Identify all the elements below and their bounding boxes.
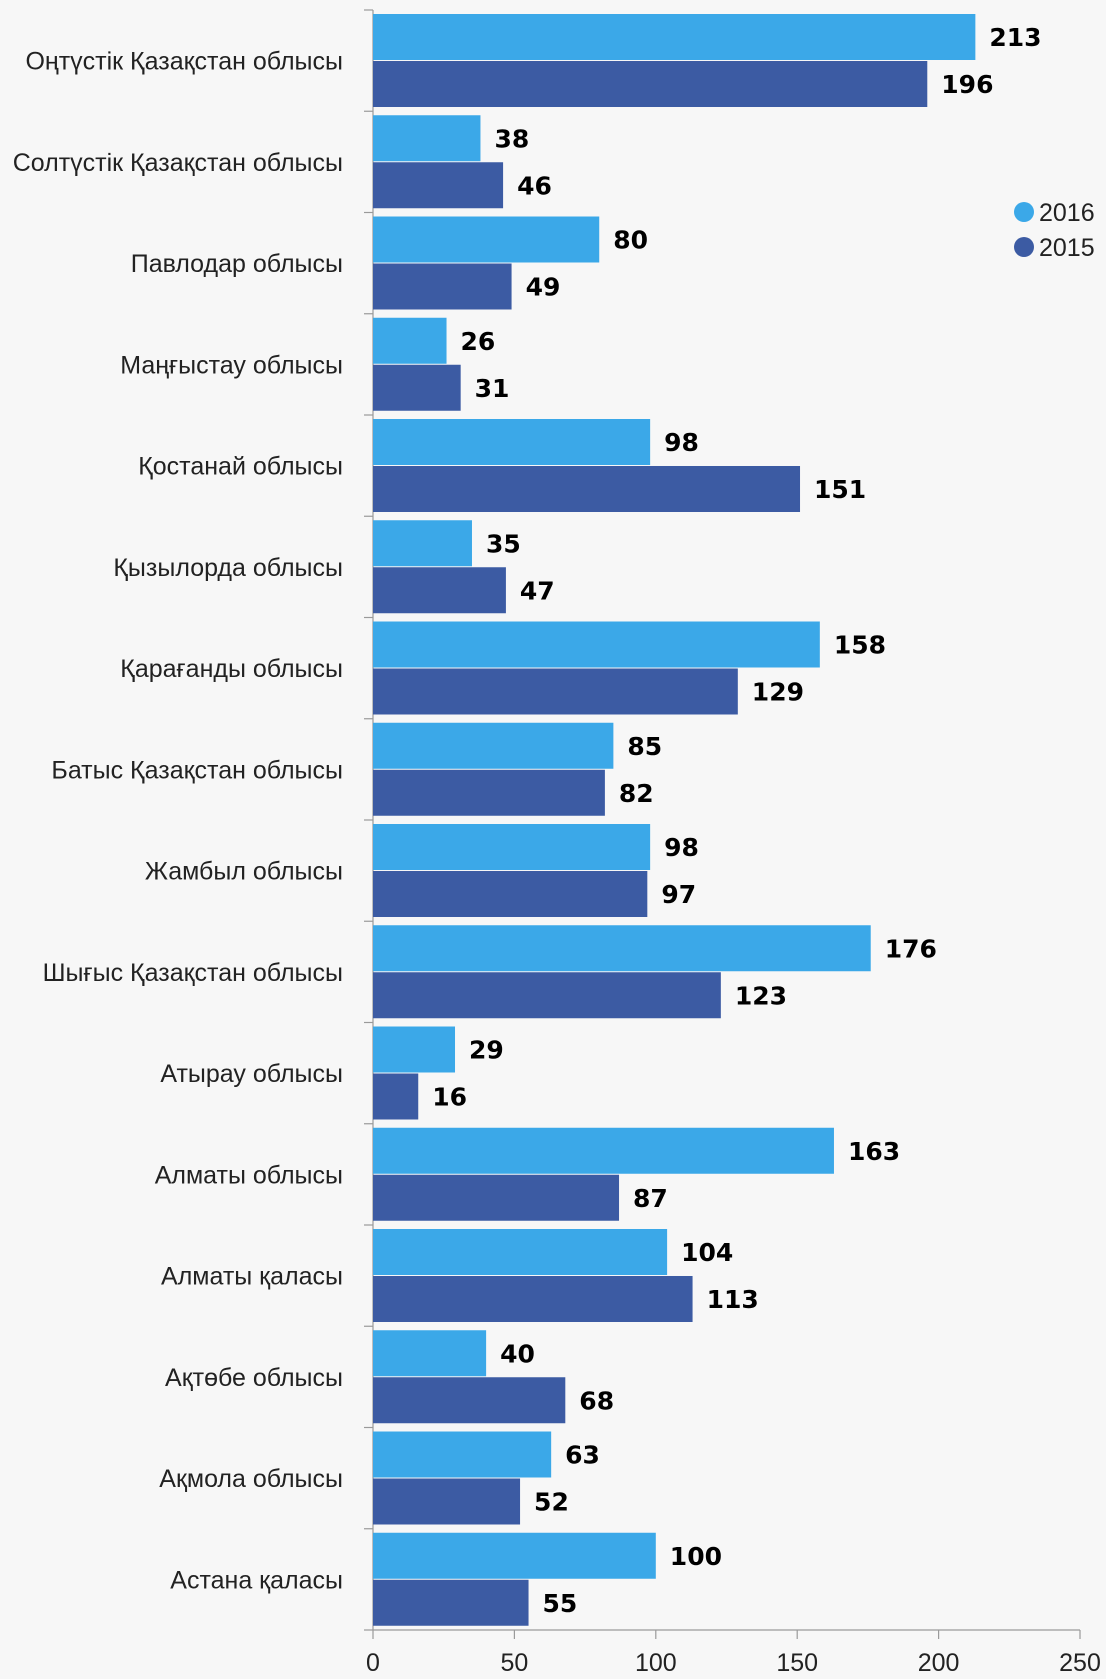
data-label-2015: 52	[534, 1488, 569, 1517]
bar-2016	[373, 520, 472, 567]
x-tick-label: 0	[366, 1649, 380, 1677]
bar-2016	[373, 925, 871, 972]
data-label-2015: 16	[432, 1083, 467, 1112]
bar-2016	[373, 1431, 552, 1478]
bar-2015	[373, 263, 512, 310]
bar-2015	[373, 871, 648, 917]
data-label-2016: 100	[670, 1542, 722, 1571]
category-label: Жамбыл облысы	[145, 858, 343, 886]
legend-marker-2015	[1014, 237, 1034, 257]
bar-2015	[373, 61, 928, 107]
category-label: Астана қаласы	[170, 1566, 343, 1594]
bar-2015	[373, 769, 605, 816]
bar-2016	[373, 1026, 456, 1073]
bar-2015	[373, 162, 504, 209]
x-tick-label: 50	[500, 1649, 528, 1677]
bar-2015	[373, 1276, 693, 1322]
data-label-2016: 176	[885, 934, 937, 963]
bar-2016	[373, 824, 651, 870]
data-label-2015: 46	[517, 171, 552, 200]
category-label: Шығыс Қазақстан облысы	[43, 959, 343, 987]
bar-2016	[373, 419, 651, 465]
x-tick-label: 250	[1059, 1649, 1101, 1677]
x-tick-label: 150	[776, 1649, 818, 1677]
category-label: Ақмола облысы	[159, 1465, 343, 1493]
bar-2015	[373, 1377, 566, 1424]
x-tick-label: 200	[918, 1649, 960, 1677]
bar-2015	[373, 567, 506, 614]
data-label-2015: 129	[752, 678, 804, 707]
data-label-2016: 40	[500, 1339, 535, 1368]
bar-2016	[373, 1229, 668, 1275]
data-label-2015: 113	[707, 1285, 759, 1314]
category-label: Қарағанды облысы	[120, 655, 343, 683]
data-label-2015: 55	[543, 1589, 578, 1618]
bar-2015	[373, 1579, 529, 1626]
data-label-2016: 85	[627, 732, 662, 761]
data-label-2015: 49	[526, 273, 561, 302]
data-label-2016: 98	[664, 833, 699, 862]
data-label-2015: 82	[619, 779, 654, 808]
bar-2016	[373, 115, 481, 162]
data-label-2016: 213	[989, 23, 1041, 52]
data-label-2016: 29	[469, 1036, 504, 1065]
bar-2016	[373, 317, 447, 364]
data-label-2015: 151	[814, 475, 866, 504]
category-label: Қостанай облысы	[138, 453, 343, 481]
bar-2015	[373, 1174, 620, 1221]
bar-2016	[373, 14, 976, 60]
bar-2016	[373, 1127, 834, 1174]
bar-2015	[373, 1073, 419, 1120]
data-label-2015: 123	[735, 981, 787, 1010]
bar-2016	[373, 1532, 656, 1579]
data-label-2016: 63	[565, 1441, 600, 1470]
data-label-2015: 47	[520, 576, 555, 605]
category-label: Павлодар облысы	[131, 250, 343, 278]
bar-2016	[373, 216, 600, 263]
category-label: Алматы қаласы	[161, 1263, 343, 1291]
category-label: Батыс Қазақстан облысы	[51, 756, 343, 784]
data-label-2016: 35	[486, 529, 521, 558]
category-label: Қызылорда облысы	[113, 554, 343, 582]
data-label-2016: 158	[834, 631, 886, 660]
legend-marker-2016	[1014, 202, 1034, 222]
data-label-2016: 104	[681, 1238, 733, 1267]
data-label-2015: 87	[633, 1184, 668, 1213]
legend-label-2016: 2016	[1039, 199, 1095, 227]
bar-2015	[373, 466, 801, 512]
bar-2016	[373, 621, 820, 668]
category-label: Ақтөбе облысы	[165, 1364, 343, 1392]
bar-2016	[373, 1330, 487, 1377]
bar-2015	[373, 1478, 521, 1525]
bar-2015	[373, 972, 721, 1019]
data-label-2015: 31	[475, 374, 510, 403]
data-label-2016: 163	[848, 1137, 900, 1166]
category-label: Алматы облысы	[155, 1161, 343, 1189]
data-label-2015: 97	[661, 880, 696, 909]
bar-2016	[373, 722, 614, 769]
legend-label-2015: 2015	[1039, 234, 1095, 262]
category-label: Оңтүстік Қазақстан облысы	[25, 48, 343, 76]
data-label-2016: 80	[613, 226, 648, 255]
data-label-2015: 68	[579, 1386, 614, 1415]
data-label-2016: 26	[461, 327, 496, 356]
category-label: Солтүстік Қазақстан облысы	[13, 149, 343, 177]
data-label-2016: 38	[494, 124, 529, 153]
category-label: Атырау облысы	[160, 1060, 343, 1088]
x-tick-label: 100	[635, 1649, 677, 1677]
bar-2015	[373, 364, 461, 411]
category-label: Маңғыстау облысы	[120, 351, 343, 379]
data-label-2016: 98	[664, 428, 699, 457]
bar-2015	[373, 668, 738, 715]
data-label-2015: 196	[941, 70, 993, 99]
